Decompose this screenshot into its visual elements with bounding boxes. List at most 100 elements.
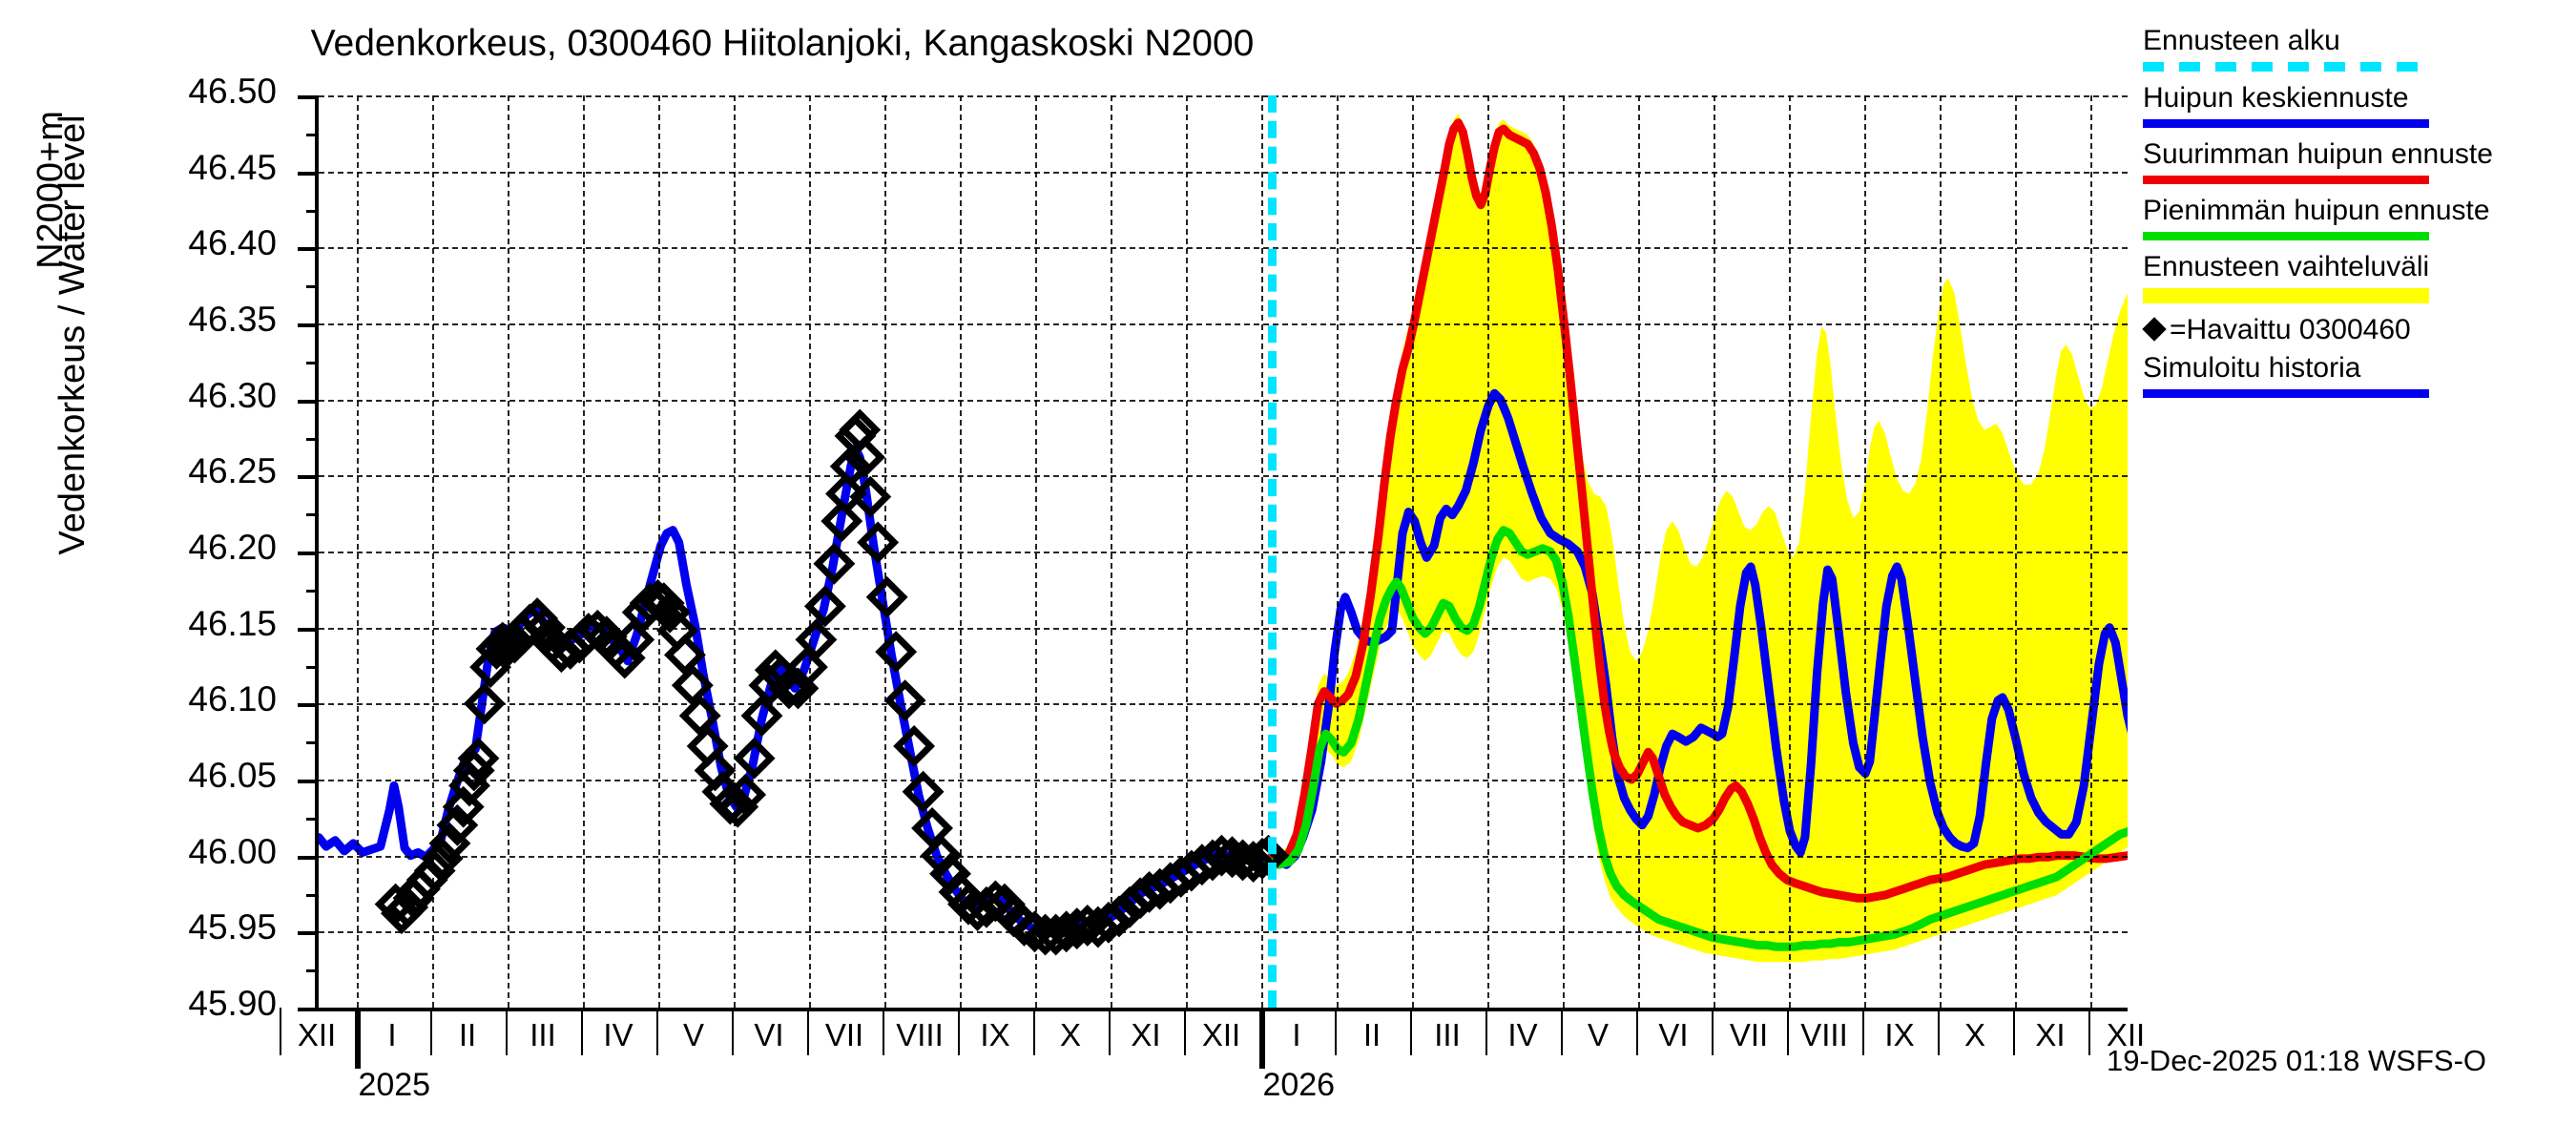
legend-swatch	[2143, 288, 2429, 303]
y-axis-tick	[298, 171, 319, 176]
x-axis-month-label: III	[1434, 1017, 1461, 1052]
gridline-vertical	[1034, 95, 1037, 1008]
x-axis-month-label: I	[387, 1017, 397, 1052]
observed-marker	[717, 785, 759, 828]
gridline-vertical	[1562, 95, 1565, 1008]
gridline-vertical	[1260, 95, 1263, 1008]
observed-marker	[457, 737, 500, 780]
y-axis-tick-label: 46.25	[188, 451, 277, 491]
x-axis-separator	[731, 1008, 734, 1055]
page-title: Vedenkorkeus, 0300460 Hiitolanjoki, Kang…	[310, 23, 1255, 64]
y-axis-tick-label: 46.50	[188, 72, 277, 111]
x-axis-month-label: XI	[2035, 1017, 2066, 1052]
observed-marker	[821, 500, 863, 543]
y-axis-tick	[298, 247, 319, 252]
x-axis-month-label: VI	[1658, 1017, 1689, 1052]
observed-marker	[678, 695, 721, 738]
gridline-vertical	[2014, 95, 2017, 1008]
legend-item-6: =Havaittu 0300460	[2143, 312, 2574, 348]
plot-area	[298, 95, 2128, 1011]
observed-marker	[920, 834, 963, 877]
legend-swatch	[2143, 232, 2429, 240]
y-axis-tick-label: 46.15	[188, 603, 277, 643]
gridline-vertical	[1411, 95, 1414, 1008]
observed-marker	[829, 445, 872, 488]
gridline-vertical	[959, 95, 962, 1008]
gridline-horizontal	[319, 171, 2128, 174]
observed-marker	[613, 618, 655, 661]
gridline-horizontal	[319, 95, 2128, 97]
x-axis-separator	[1485, 1008, 1487, 1055]
gridline-vertical	[808, 95, 811, 1008]
x-axis-separator	[1560, 1008, 1563, 1055]
observed-marker	[803, 585, 846, 628]
x-axis-separator	[806, 1008, 809, 1055]
x-axis-separator	[1108, 1008, 1111, 1055]
observed-marker	[849, 475, 892, 518]
x-axis-separator	[429, 1008, 432, 1055]
x-axis-separator	[1032, 1008, 1035, 1055]
x-axis-separator	[2088, 1008, 2090, 1055]
chart-legend: Ennusteen alku Huipun keskiennuste Suurimm…	[2143, 23, 2574, 406]
x-axis-month-label: X	[1963, 1017, 1985, 1052]
legend-item-label: Pienimmän huipun ennuste	[2143, 195, 2490, 226]
gridline-horizontal	[319, 931, 2128, 934]
gridline-horizontal	[319, 475, 2128, 478]
legend-item-3: Suurimman huipun ennuste	[2143, 136, 2574, 184]
y-axis-tick-label: 46.35	[188, 300, 277, 339]
legend-item-7: Simuloitu historia	[2143, 350, 2574, 398]
forecast-start-line	[1268, 95, 1278, 1008]
observed-marker	[883, 679, 926, 722]
x-axis-month-label: X	[1059, 1017, 1081, 1052]
legend-swatch	[2143, 389, 2429, 398]
x-axis-month-label: VII	[824, 1017, 864, 1052]
gridline-vertical	[1336, 95, 1339, 1008]
observed-marker	[413, 849, 456, 892]
observed-marker	[893, 724, 936, 767]
x-axis-month-label: VIII	[1800, 1017, 1848, 1052]
y-axis-tick-label: 45.95	[188, 907, 277, 947]
observed-marker	[1045, 910, 1088, 953]
x-axis-month-label: XI	[1131, 1017, 1161, 1052]
gridline-vertical	[733, 95, 736, 1008]
x-axis-month-label: VI	[754, 1017, 784, 1052]
x-axis-month-label: IX	[980, 1017, 1010, 1052]
observed-marker	[857, 521, 900, 564]
observed-marker	[671, 664, 714, 707]
gridline-horizontal	[319, 247, 2128, 250]
observed-marker	[795, 618, 838, 661]
y-axis-tick	[298, 855, 319, 860]
y-axis-tick	[298, 475, 319, 480]
legend-item-label: =Havaittu 0300460	[2170, 314, 2411, 345]
diamond-marker-icon	[2143, 318, 2168, 343]
gridline-vertical	[1939, 95, 1942, 1008]
gridline-horizontal	[319, 399, 2128, 402]
y-axis-tick-label: 46.40	[188, 223, 277, 263]
gridline-vertical	[1486, 95, 1489, 1008]
gridline-vertical	[1788, 95, 1791, 1008]
observed-marker	[902, 770, 945, 813]
x-axis-month-label: XII	[297, 1017, 337, 1052]
y-axis-tick	[298, 95, 319, 99]
y-axis-tick-label: 46.00	[188, 831, 277, 871]
legend-item-label: Huipun keskiennuste	[2143, 82, 2409, 114]
legend-item-label: Ennusteen vaihteluväli	[2143, 251, 2430, 282]
x-axis-month-label: XII	[1201, 1017, 1241, 1052]
x-axis-separator	[1786, 1008, 1789, 1055]
x-axis-month-label: XII	[2106, 1017, 2146, 1052]
observed-marker	[825, 472, 867, 515]
x-axis-separator	[1861, 1008, 1864, 1055]
x-axis-month-label: III	[530, 1017, 556, 1052]
gridline-vertical	[431, 95, 434, 1008]
y-axis-tick-label: 46.10	[188, 679, 277, 719]
gridline-vertical	[883, 95, 886, 1008]
x-axis-separator	[1711, 1008, 1714, 1055]
y-axis-minor-tick	[306, 817, 319, 821]
y-axis-minor-tick	[306, 589, 319, 593]
x-axis-separator	[580, 1008, 583, 1055]
legend-item-5: Ennusteen vaihteluväli	[2143, 249, 2574, 303]
x-axis-month-label: II	[458, 1017, 477, 1052]
timestamp-stamp: 19-Dec-2025 01:18 WSFS-O	[2107, 1044, 2487, 1077]
observed-markers	[374, 408, 1290, 956]
